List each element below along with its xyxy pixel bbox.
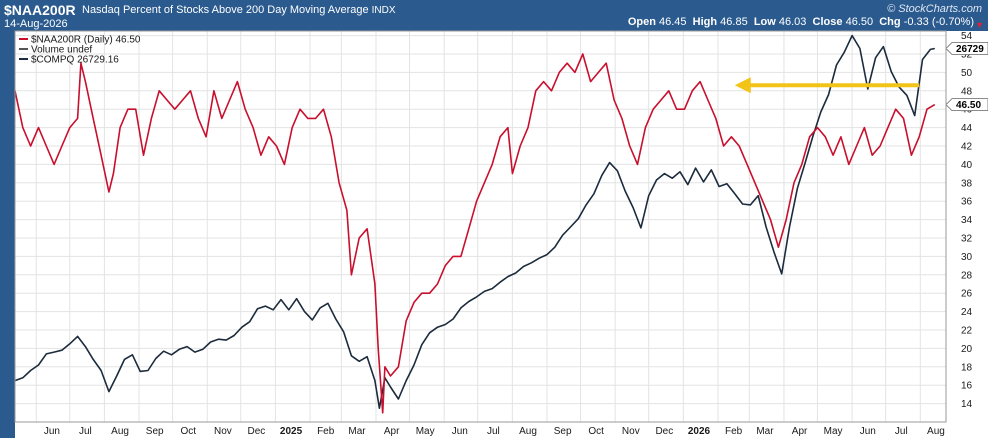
y-tick-label: 34: [961, 215, 973, 226]
x-tick-label: Aug: [927, 426, 945, 437]
close-value: 46.50: [845, 16, 874, 28]
y-tick-label: 52: [961, 50, 973, 61]
x-tick-label: Mar: [348, 426, 366, 437]
low-label: Low: [753, 16, 776, 28]
y-tick-label: 14: [961, 399, 973, 410]
y-tick-label: 16: [961, 381, 973, 392]
y-tick-label: 38: [961, 178, 973, 189]
price-tags: 26729 46.50: [945, 42, 988, 111]
x-tick-label: Dec: [248, 426, 266, 437]
x-tick-label: Jun: [452, 426, 468, 437]
legend-label: $NAA200R (Daily) 46.50: [31, 35, 141, 46]
x-tick-label: May: [824, 426, 843, 437]
naa200r-price-tag: 46.50: [956, 100, 981, 111]
legend-label: $COMPQ 26729.16: [31, 55, 119, 66]
y-tick-label: 40: [961, 160, 973, 171]
grid-lines: [15, 31, 946, 422]
compq-price-tag: 26729: [956, 44, 984, 55]
x-tick-label: Mar: [756, 426, 774, 437]
x-tick-label: Aug: [111, 426, 129, 437]
x-tick-label: Jul: [79, 426, 92, 437]
ohlc-readout: Open 46.45 High 46.85 Low 46.03 Close 46…: [628, 16, 974, 28]
high-value: 46.85: [720, 16, 748, 28]
y-tick-label: 32: [961, 234, 973, 245]
compq-price-tag-box: [945, 42, 988, 55]
plot-border: [14, 30, 947, 423]
chg-value: -0.33 (-0.70%): [903, 16, 974, 28]
x-tick-label: Jun: [44, 426, 60, 437]
y-tick-label: 42: [961, 142, 973, 153]
y-tick-label: 50: [961, 68, 973, 79]
y-tick-label: 20: [961, 344, 973, 355]
high-label: High: [692, 16, 718, 28]
y-tick-label: 54: [961, 31, 973, 42]
symbol-description: Nasdaq Percent of Stocks Above 200 Day M…: [82, 4, 396, 16]
exchange-label: INDX: [371, 5, 396, 16]
y-tick-label: 36: [961, 197, 973, 208]
down-arrow-icon: ▼: [975, 20, 984, 30]
chart-date: 14-Aug-2026: [4, 18, 68, 30]
x-tick-label: Sep: [554, 426, 572, 437]
x-tick-label: Jul: [895, 426, 908, 437]
x-tick-label: Dec: [655, 426, 673, 437]
x-tick-label: Nov: [622, 426, 640, 437]
y-tick-label: 30: [961, 252, 973, 263]
chg-label: Chg: [879, 16, 901, 28]
series-lines: [14, 34, 936, 414]
open-label: Open: [627, 16, 656, 28]
close-label: Close: [812, 16, 843, 28]
x-tick-label: 2025: [280, 426, 303, 437]
y-tick-label: 48: [961, 86, 973, 97]
x-tick-label: Apr: [384, 426, 400, 437]
x-tick-label: Jul: [487, 426, 500, 437]
stockcharts-logo: © StockCharts.com: [887, 3, 982, 15]
x-tick-label: 2026: [688, 426, 711, 437]
naa200r-price-tag-box: [945, 98, 988, 111]
plot-area: [15, 31, 946, 422]
x-tick-label: May: [416, 426, 435, 437]
open-value: 46.45: [659, 16, 687, 28]
naa200r-series-line: [14, 53, 936, 414]
x-axis-ticks: Jun Jul Aug Sep Oct Nov Dec 2025 Feb Mar Apr May Jun…: [44, 426, 945, 437]
x-tick-label: Feb: [725, 426, 743, 437]
arrow-head: [734, 77, 751, 94]
legend-label: Volume undef: [31, 45, 92, 56]
annotation-arrow: [734, 77, 920, 94]
symbol-title: $NAA200R: [4, 2, 76, 18]
x-tick-label: Apr: [792, 426, 808, 437]
x-axis-panel: [15, 422, 988, 438]
y-tick-label: 24: [961, 307, 973, 318]
y-tick-label: 18: [961, 362, 973, 373]
x-tick-label: Oct: [588, 426, 604, 437]
y-tick-label: 44: [961, 123, 973, 134]
x-tick-label: Jun: [860, 426, 876, 437]
y-axis-panel: [946, 31, 988, 422]
low-value: 46.03: [778, 16, 807, 28]
x-tick-label: Feb: [317, 426, 335, 437]
compq-series-line: [14, 34, 935, 409]
y-tick-label: 28: [961, 270, 973, 281]
description-text: Nasdaq Percent of Stocks Above 200 Day M…: [82, 4, 369, 16]
y-tick-label: 26: [961, 289, 973, 300]
x-tick-label: Sep: [146, 426, 164, 437]
y-tick-label: 22: [961, 326, 973, 337]
y-axis-ticks: 1416182022242628303234363840424446485052…: [961, 31, 973, 410]
x-tick-label: Nov: [214, 426, 232, 437]
x-tick-label: Aug: [519, 426, 537, 437]
x-tick-label: Oct: [180, 426, 196, 437]
